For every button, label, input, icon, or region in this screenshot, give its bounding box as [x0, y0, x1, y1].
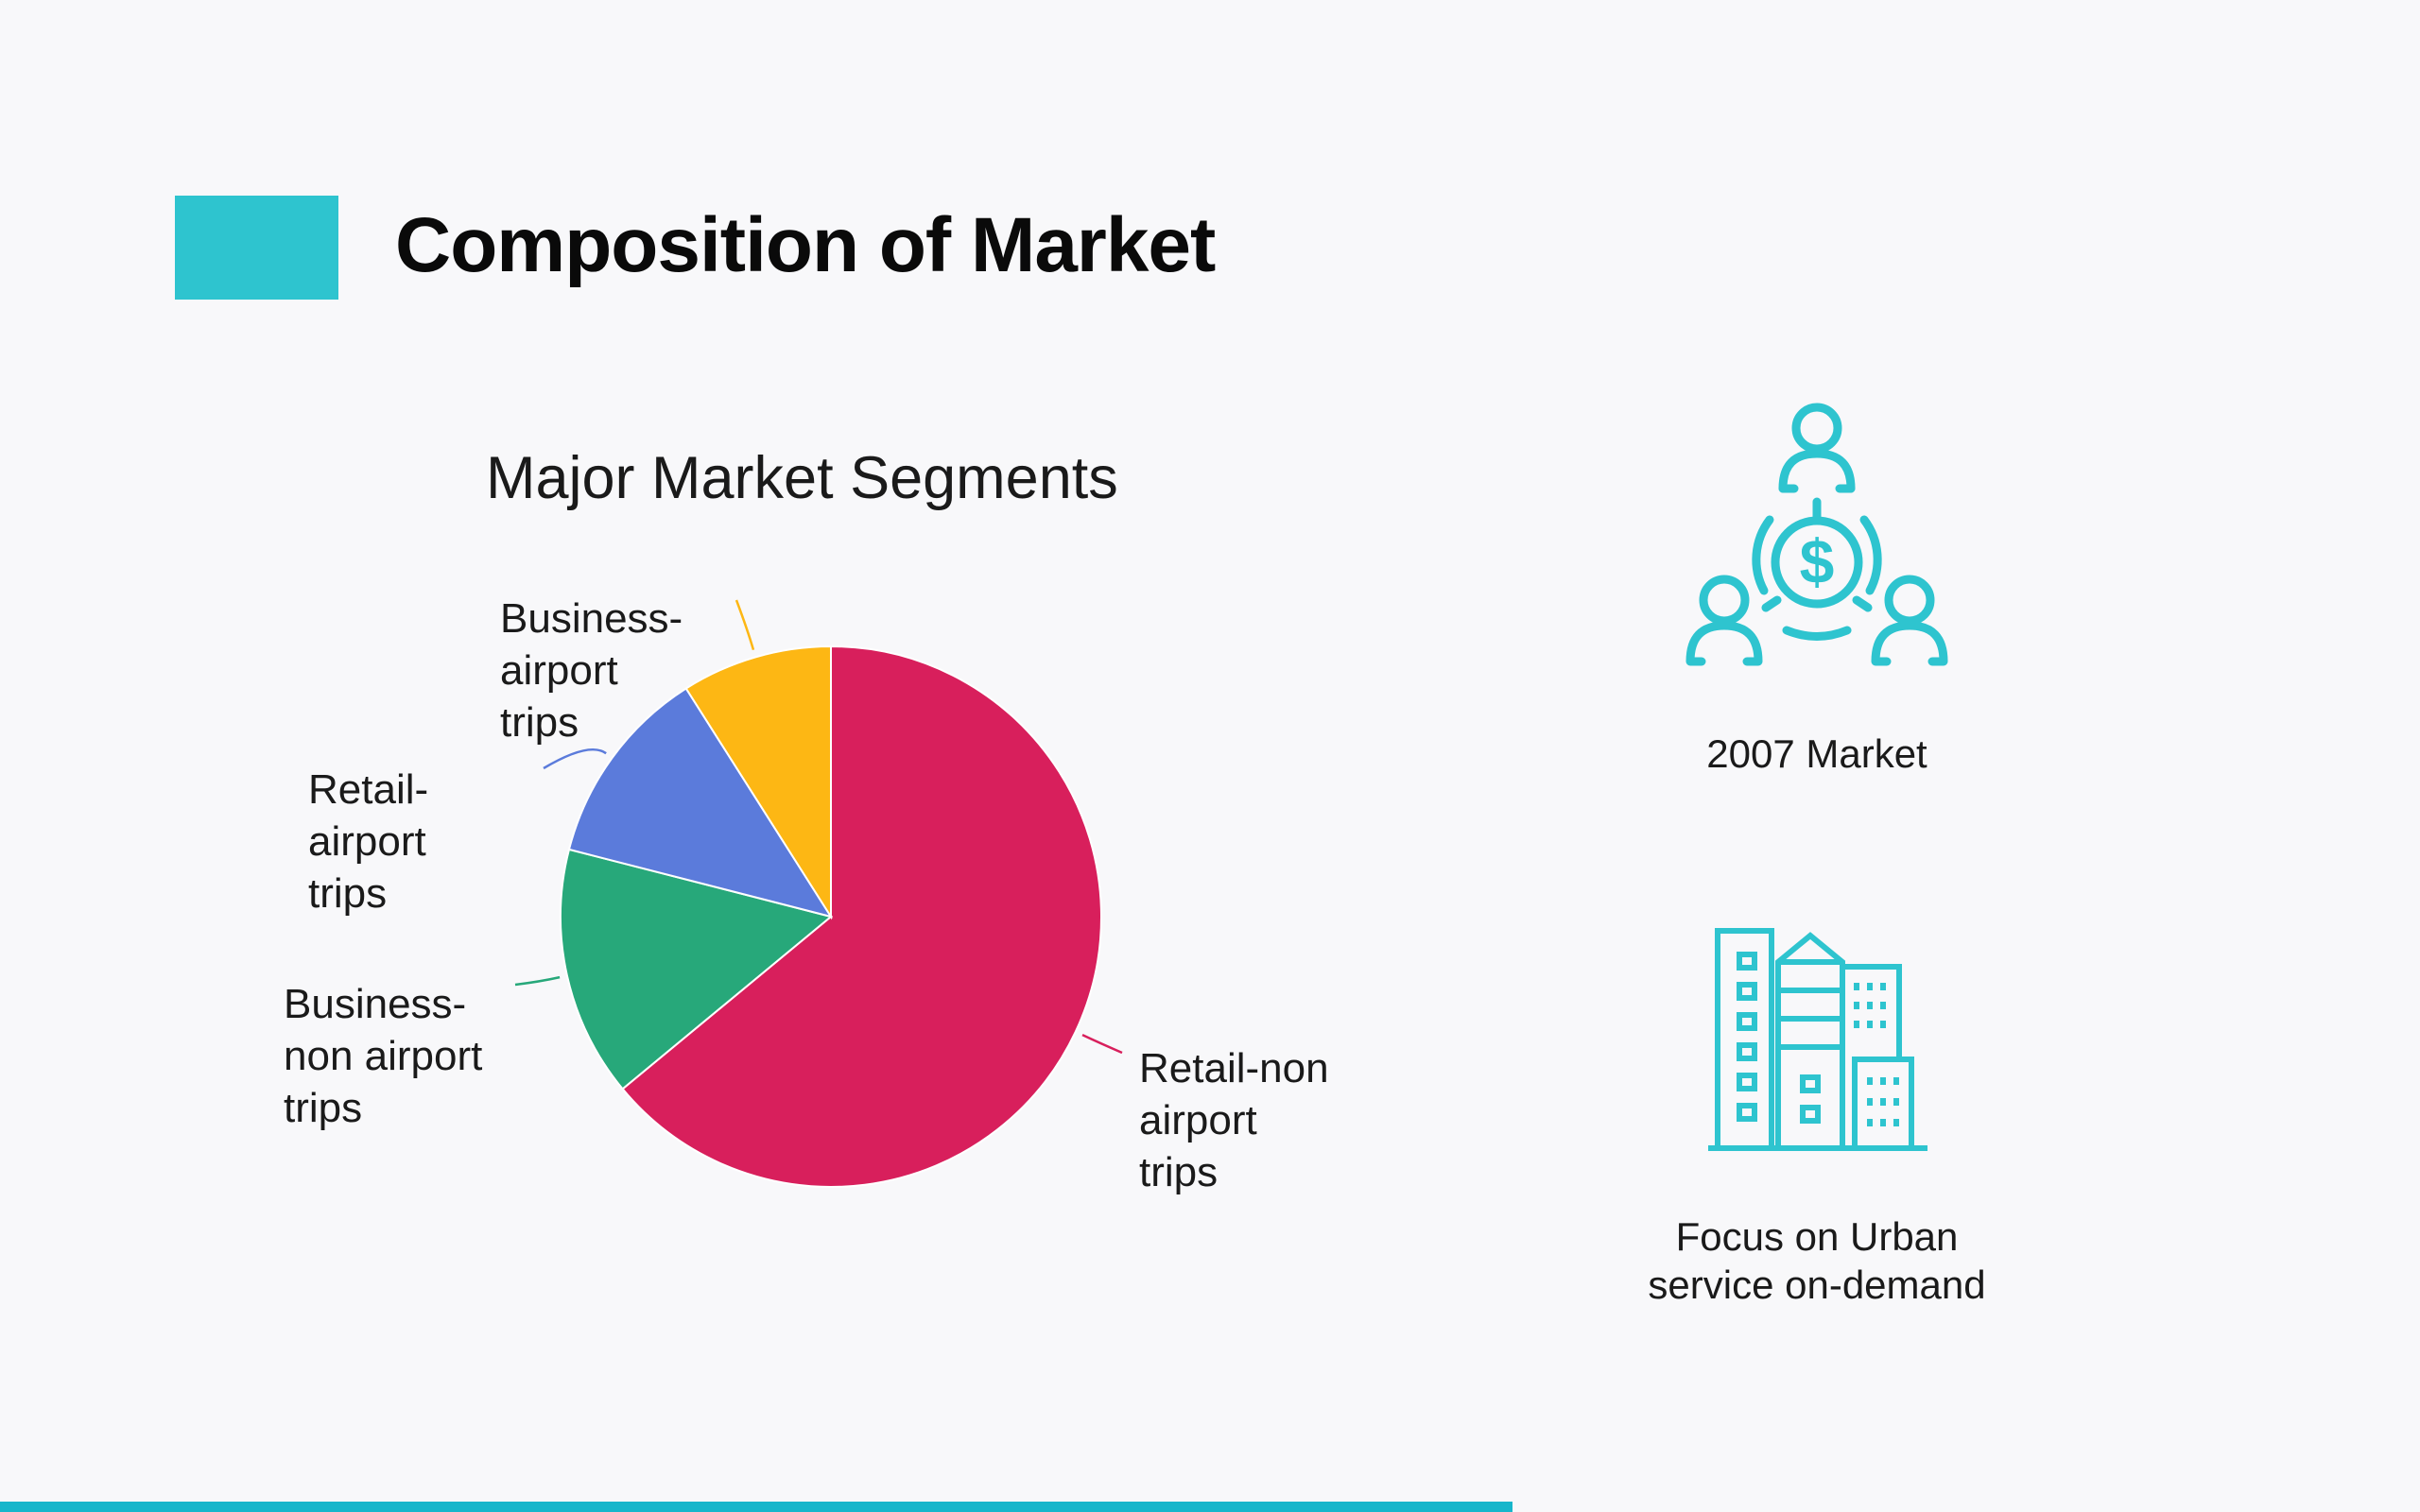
pie-leader-line — [735, 599, 755, 651]
pie-leader-line — [543, 747, 607, 770]
pie-chart — [514, 599, 1123, 1188]
slide-title: Composition of Market — [395, 202, 1216, 288]
city-buildings-icon — [1708, 928, 1927, 1151]
pie-leader-line — [1081, 1034, 1123, 1055]
chart-title: Major Market Segments — [486, 445, 1118, 511]
pie-leader-line — [514, 975, 561, 987]
slide-progress-bar — [0, 1502, 1512, 1512]
pie-slice-retail-airport-trips — [567, 687, 834, 919]
pie-label-retail-airport: Retail- airport trips — [308, 766, 429, 917]
pie-label-retail-non-airport: Retail-non airport trips — [1139, 1045, 1329, 1195]
title-accent-block — [175, 196, 338, 300]
market-caption: 2007 Market — [1706, 731, 1927, 776]
urban-caption-line-1: Focus on Urban — [1675, 1214, 1959, 1259]
pie-label-business-non-airport: Business- non airport trips — [284, 981, 483, 1131]
pie-slice-business-non-airport-trips — [560, 848, 834, 1091]
people-money-icon: $ — [1685, 403, 1948, 666]
pie-slice-retail-non-airport-trips — [621, 644, 1103, 1188]
pie-label-business-airport: Business- airport trips — [500, 595, 683, 746]
svg-text:$: $ — [1800, 526, 1835, 596]
urban-caption-line-2: service on-demand — [1648, 1263, 1986, 1307]
pie-slice-business-airport-trips — [684, 644, 832, 920]
